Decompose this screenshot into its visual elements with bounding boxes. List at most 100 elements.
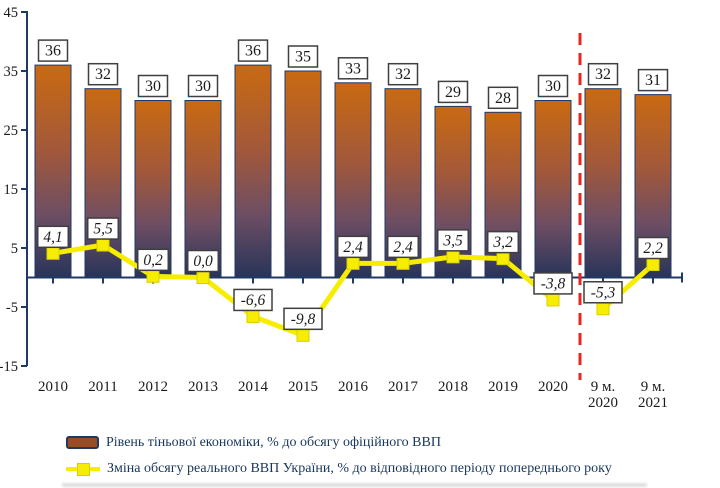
y-tick-label: 5 bbox=[11, 241, 18, 257]
x-category-label: 2019 bbox=[488, 379, 518, 395]
cropped-text-artifact bbox=[62, 483, 647, 487]
line-value-box bbox=[387, 235, 419, 259]
line-marker-2012 bbox=[146, 269, 160, 283]
line-value-box bbox=[583, 281, 623, 304]
line-value-label: 3,2 bbox=[492, 234, 513, 251]
x-category-label: 9 м. bbox=[641, 379, 666, 395]
bar-value-label: 32 bbox=[595, 66, 611, 83]
line-value-label: -3,8 bbox=[541, 275, 566, 292]
line-value-box bbox=[137, 248, 169, 272]
bar-value-box bbox=[287, 45, 319, 68]
legend-item-gdp-change: Зміна обсягу реального ВВП України, % до… bbox=[66, 460, 612, 477]
legend-label-shadow-economy: Рівень тіньової економіки, % до обсягу о… bbox=[106, 435, 441, 450]
bar-value-box bbox=[487, 86, 519, 110]
x-category-label: 2020 bbox=[538, 379, 568, 395]
y-tick-label: -15 bbox=[0, 359, 18, 375]
line-value-box bbox=[637, 236, 669, 260]
bar-2012 bbox=[134, 100, 172, 278]
legend-item-shadow-economy: Рівень тіньової економіки, % до обсягу о… bbox=[66, 434, 612, 451]
line-value-box bbox=[337, 235, 369, 259]
bar-value-label: 31 bbox=[645, 72, 661, 89]
line-marker-2018 bbox=[446, 250, 460, 264]
x-category-label: 2016 bbox=[338, 379, 369, 395]
line-value-box bbox=[487, 230, 519, 254]
chart-legend: Рівень тіньової економіки, % до обсягу о… bbox=[66, 434, 612, 477]
bar-value-label: 30 bbox=[545, 78, 561, 95]
bar-2015 bbox=[284, 70, 322, 278]
bar-2014 bbox=[234, 64, 272, 278]
line-value-box bbox=[37, 225, 69, 249]
bar-2013 bbox=[184, 100, 222, 278]
bar-value-box bbox=[137, 74, 169, 98]
line-value-box bbox=[437, 229, 469, 252]
line-series-swatch-icon bbox=[66, 462, 100, 476]
line-marker-9 м. 2021 bbox=[646, 258, 660, 272]
y-tick-label: 35 bbox=[4, 64, 19, 80]
y-tick-label: 45 bbox=[4, 5, 19, 21]
line-marker-9 м. 2020 bbox=[596, 302, 610, 316]
line-value-label: 2,4 bbox=[343, 239, 363, 256]
line-marker-2011 bbox=[96, 238, 110, 252]
bar-value-box bbox=[437, 80, 469, 104]
x-category-label: 2011 bbox=[88, 379, 117, 395]
line-value-label: 2,2 bbox=[643, 240, 663, 257]
bar-value-box bbox=[237, 39, 269, 62]
x-category-label: 9 м. bbox=[591, 379, 616, 395]
x-category-label: 2012 bbox=[138, 379, 168, 395]
x-category-label: 2017 bbox=[388, 379, 419, 395]
bar-value-box bbox=[387, 62, 419, 86]
line-marker-2014 bbox=[246, 309, 260, 323]
bar-value-box bbox=[637, 68, 669, 92]
line-marker-2016 bbox=[346, 256, 360, 270]
line-marker-2020 bbox=[546, 293, 560, 307]
bar-value-box bbox=[587, 62, 619, 86]
y-tick-label: 15 bbox=[4, 182, 19, 198]
bar-value-box bbox=[87, 62, 119, 86]
line-value-box bbox=[283, 307, 323, 331]
bar-series-swatch-icon bbox=[66, 436, 99, 449]
bar-value-box bbox=[337, 57, 369, 80]
x-category-label: 2020 bbox=[588, 395, 618, 411]
bar-2020 bbox=[534, 100, 572, 278]
line-value-box bbox=[533, 272, 573, 295]
bar-value-box bbox=[537, 74, 569, 98]
bar-value-label: 32 bbox=[395, 66, 411, 83]
bar-value-label: 35 bbox=[295, 49, 311, 66]
line-value-box bbox=[87, 217, 119, 240]
y-tick-label: -5 bbox=[6, 300, 18, 316]
bar-value-label: 36 bbox=[45, 43, 61, 60]
line-value-label: 0,2 bbox=[143, 252, 163, 269]
line-value-label: 5,5 bbox=[93, 221, 113, 238]
bar-value-label: 32 bbox=[95, 66, 111, 83]
line-value-label: -5,3 bbox=[591, 284, 616, 301]
line-value-box bbox=[187, 249, 219, 273]
line-value-label: 4,1 bbox=[43, 229, 62, 246]
line-marker-2015 bbox=[296, 328, 310, 342]
bar-9 м. 2020 bbox=[584, 88, 622, 278]
legend-label-gdp-change: Зміна обсягу реального ВВП України, % до… bbox=[107, 461, 612, 476]
line-value-label: -9,8 bbox=[291, 311, 316, 328]
line-marker-2010 bbox=[46, 246, 60, 260]
bar-value-label: 33 bbox=[345, 60, 361, 77]
bar-value-box bbox=[187, 74, 219, 98]
line-swatch-marker bbox=[77, 462, 90, 476]
bar-value-label: 28 bbox=[495, 90, 511, 107]
x-category-label: 2015 bbox=[288, 379, 318, 395]
line-value-box bbox=[233, 288, 273, 312]
line-value-label: 3,5 bbox=[442, 232, 463, 249]
line-value-label: 2,4 bbox=[393, 239, 413, 256]
y-tick-label: 25 bbox=[4, 123, 19, 139]
bar-value-label: 29 bbox=[445, 84, 461, 101]
x-category-label: 2014 bbox=[238, 379, 269, 395]
line-value-label: 0,0 bbox=[193, 253, 213, 270]
line-value-label: -6,6 bbox=[241, 292, 266, 309]
line-marker-2013 bbox=[196, 271, 210, 284]
line-marker-2017 bbox=[396, 256, 410, 270]
x-category-label: 2010 bbox=[38, 379, 68, 395]
x-category-label: 2018 bbox=[438, 379, 468, 395]
x-category-label: 2021 bbox=[638, 395, 668, 411]
bar-value-label: 36 bbox=[245, 43, 261, 60]
bar-value-label: 30 bbox=[145, 78, 161, 95]
